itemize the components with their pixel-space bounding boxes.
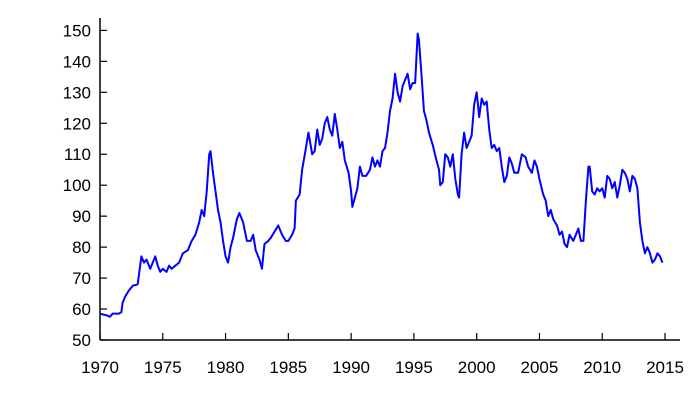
- y-tick-label: 50: [72, 331, 91, 350]
- y-tick-label: 150: [63, 21, 91, 40]
- y-tick-label: 140: [63, 52, 91, 71]
- y-tick-label: 90: [72, 207, 91, 226]
- y-tick-label: 130: [63, 83, 91, 102]
- x-tick-label: 1975: [144, 358, 182, 377]
- x-tick-label: 2015: [646, 358, 684, 377]
- x-tick-label: 2010: [583, 358, 621, 377]
- series-layer: [99, 32, 664, 318]
- x-axis: 1970 1975 1980 1985 1990 1995 2000 2005 2010 2015: [81, 333, 684, 377]
- y-axis: 50 60 70 80 90 100 110 120 130 140 150: [63, 18, 107, 350]
- y-tick-label: 70: [72, 269, 91, 288]
- y-tick-label: 120: [63, 114, 91, 133]
- y-tick-label: 110: [64, 145, 91, 164]
- x-tick-label: 1980: [207, 358, 245, 377]
- x-tick-label: 1970: [81, 358, 119, 377]
- y-tick-label: 60: [72, 300, 91, 319]
- y-tick-label: 80: [72, 238, 91, 257]
- x-tick-label: 2000: [458, 358, 496, 377]
- x-tick-label: 1985: [269, 358, 307, 377]
- x-tick-label: 2005: [521, 358, 559, 377]
- y-tick-label: 100: [63, 176, 91, 195]
- x-tick-label: 1995: [395, 358, 433, 377]
- series-line: [99, 32, 664, 318]
- x-tick-label: 1990: [332, 358, 370, 377]
